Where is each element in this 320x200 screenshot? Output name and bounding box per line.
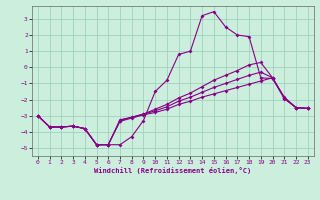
X-axis label: Windchill (Refroidissement éolien,°C): Windchill (Refroidissement éolien,°C) [94,167,252,174]
